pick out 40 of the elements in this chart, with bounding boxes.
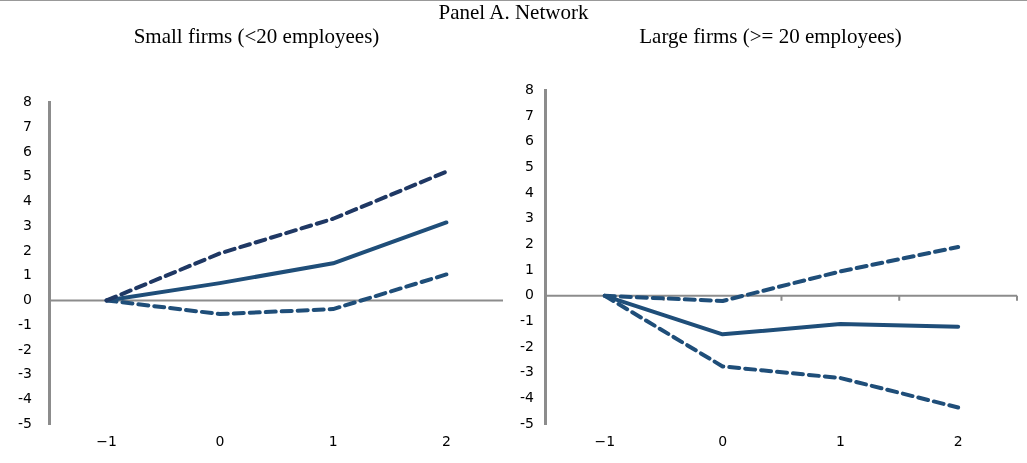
y-tick-label: 2 — [23, 241, 32, 258]
chart-subtitle: Large firms (>= 20 employees) — [638, 24, 903, 50]
y-tick-label: 8 — [23, 93, 32, 110]
y-tick-label: 2 — [525, 235, 534, 252]
y-tick-label: 1 — [525, 260, 534, 277]
y-tick-label: 6 — [525, 132, 535, 149]
y-tick-label: 1 — [23, 266, 32, 283]
y-tick-label: 0 — [525, 286, 534, 303]
y-tick-label: 3 — [525, 209, 534, 226]
y-tick-label: 4 — [525, 183, 535, 200]
x-tick-label: 2 — [441, 433, 451, 450]
y-tick-label: -1 — [17, 315, 32, 332]
y-tick-label: 7 — [525, 106, 534, 123]
y-tick-label: -5 — [519, 414, 534, 431]
x-tick-label: −1 — [96, 433, 117, 450]
y-tick-label: 0 — [23, 291, 32, 308]
x-tick-label: 1 — [835, 433, 845, 450]
y-tick-label: 7 — [23, 117, 32, 134]
y-tick-label: 8 — [525, 81, 534, 98]
y-tick-label: -3 — [519, 363, 534, 380]
y-tick-label: 5 — [525, 158, 534, 175]
y-tick-label: -2 — [519, 337, 534, 354]
x-tick-label: 2 — [953, 433, 963, 450]
y-tick-label: 4 — [23, 192, 33, 209]
y-tick-label: 5 — [23, 167, 32, 184]
x-tick-label: 1 — [328, 433, 338, 450]
x-tick-label: 0 — [215, 433, 225, 450]
y-tick-label: -4 — [519, 389, 535, 406]
x-tick-label: 0 — [718, 433, 728, 450]
y-tick-label: -5 — [17, 414, 32, 431]
chart-subtitle: Small firms (<20 employees) — [132, 24, 381, 50]
line-series — [104, 169, 449, 303]
chart-title: Panel A. Network — [0, 0, 1027, 24]
y-tick-label: -4 — [17, 390, 33, 407]
y-tick-label: 6 — [23, 142, 33, 159]
x-tick-label: −1 — [594, 433, 616, 450]
y-tick-label: 3 — [23, 216, 32, 233]
y-tick-label: -3 — [17, 365, 32, 382]
y-tick-label: -1 — [519, 312, 534, 329]
y-tick-label: -2 — [17, 340, 32, 357]
